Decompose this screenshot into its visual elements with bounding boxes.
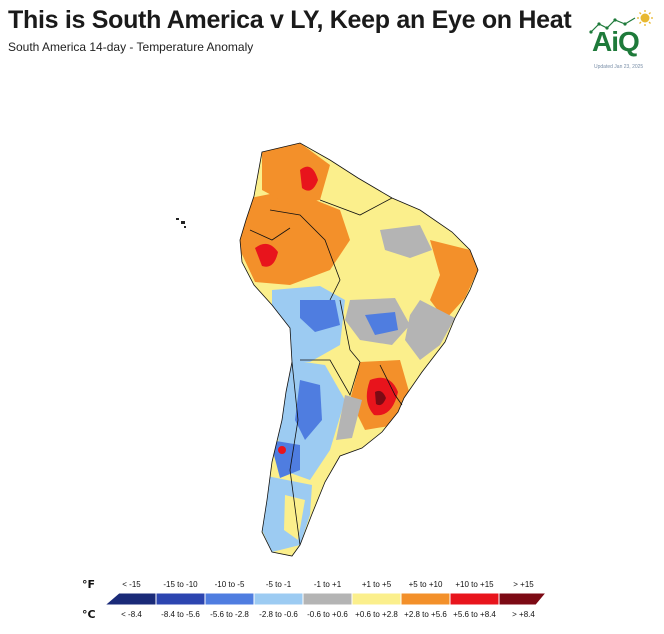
country-borders: [239, 142, 479, 557]
logo-sun-icon: [589, 10, 653, 34]
legend-color-bar: [103, 592, 548, 606]
legend-label-c: < -8.4: [121, 610, 142, 619]
legend-swatch: [253, 592, 304, 606]
legend-label-c: +0.6 to +2.8: [355, 610, 398, 619]
legend-label-f: > +15: [513, 580, 534, 589]
legend-label-f: +1 to +5: [361, 580, 392, 589]
page-subtitle: South America 14-day - Temperature Anoma…: [8, 40, 254, 54]
legend-label-f: < -15: [122, 580, 141, 589]
legend-unit-c: °C: [82, 608, 96, 621]
legend-swatch: [351, 592, 402, 606]
page-title: This is South America v LY, Keep an Eye …: [8, 6, 572, 34]
legend-label-c: -0.6 to +0.6: [307, 610, 348, 619]
legend-label-f: -5 to -1: [265, 580, 292, 589]
galapagos-islands: [176, 218, 186, 228]
legend-unit-f: °F: [82, 578, 96, 591]
legend-label-c: -2.8 to -0.6: [259, 610, 298, 619]
legend-label-f: -1 to +1: [313, 580, 342, 589]
legend-label-c: > +8.4: [512, 610, 535, 619]
updated-date: Updated Jan 23, 2025: [594, 64, 644, 70]
legend-swatch: [204, 592, 255, 606]
legend-swatch: [302, 592, 353, 606]
legend-swatch: [449, 592, 500, 606]
legend-swatch: [155, 592, 206, 606]
legend-swatch: [498, 592, 548, 606]
legend-label-c: +2.8 to +5.6: [404, 610, 447, 619]
legend-label-c: -5.6 to -2.8: [210, 610, 249, 619]
legend-label-f: -10 to -5: [214, 580, 245, 589]
logo-text: AiQ: [592, 26, 640, 57]
aiq-logo: AiQ: [585, 10, 657, 60]
legend-swatch: [103, 592, 157, 606]
legend-label-f: -15 to -10: [163, 580, 198, 589]
legend-label-c: -8.4 to -5.6: [161, 610, 200, 619]
legend-label-f: +5 to +10: [408, 580, 443, 589]
temperature-anomaly-map: [176, 142, 479, 557]
anomaly-fill: [240, 143, 478, 556]
legend-label-c: +5.6 to +8.4: [453, 610, 496, 619]
legend-label-f: +10 to +15: [455, 580, 494, 589]
legend: °F °C < -15 -15 to -10 -10 to -5 -5 to -1 -1…: [0, 570, 664, 634]
legend-swatch: [400, 592, 451, 606]
